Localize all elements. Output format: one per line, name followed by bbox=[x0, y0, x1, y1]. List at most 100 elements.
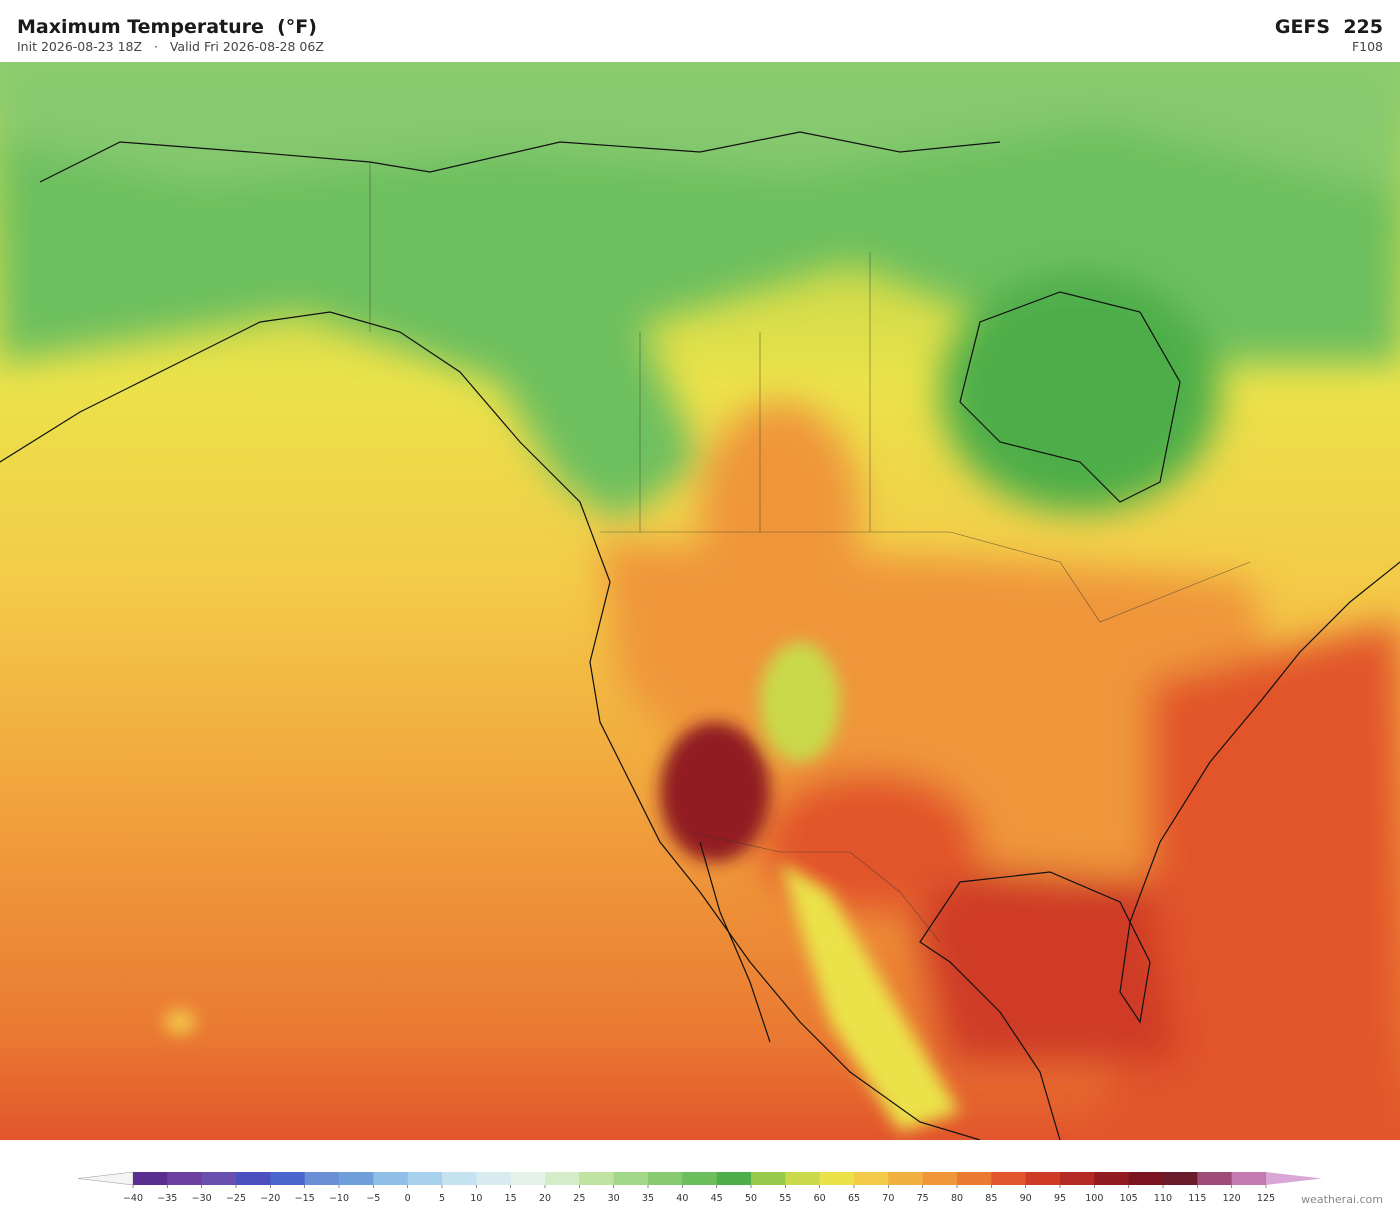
tick-label: −15 bbox=[295, 1193, 315, 1204]
tick-label: 65 bbox=[848, 1193, 860, 1204]
color-bin bbox=[167, 1172, 203, 1185]
borders bbox=[369, 162, 1251, 943]
tick-label: 30 bbox=[608, 1193, 620, 1204]
color-bin bbox=[339, 1172, 374, 1185]
gulf-warm bbox=[900, 862, 1180, 1062]
color-bin bbox=[751, 1172, 786, 1185]
color-bin bbox=[957, 1172, 992, 1185]
tick-label: 20 bbox=[539, 1193, 551, 1204]
color-bin bbox=[270, 1172, 306, 1185]
us-mexico-border bbox=[689, 831, 941, 943]
atlantic-coast bbox=[919, 561, 1400, 1140]
color-bin bbox=[1094, 1172, 1130, 1185]
color-bin bbox=[373, 1172, 409, 1185]
tick-label: −5 bbox=[366, 1193, 380, 1204]
under-triangle bbox=[77, 1171, 134, 1186]
mexico-plateau bbox=[780, 862, 960, 1132]
tick-label: 15 bbox=[505, 1193, 517, 1204]
color-bin bbox=[545, 1172, 580, 1185]
color-bin bbox=[201, 1172, 237, 1185]
tick-label: 55 bbox=[779, 1193, 791, 1204]
color-bin bbox=[510, 1172, 546, 1185]
rockies-cool bbox=[760, 642, 840, 762]
tick-label: 125 bbox=[1257, 1193, 1275, 1204]
tick-label: 100 bbox=[1085, 1193, 1103, 1204]
tick-label: 10 bbox=[470, 1193, 482, 1204]
bc-cool bbox=[500, 322, 700, 522]
tick-label: 75 bbox=[917, 1193, 929, 1204]
color-bin bbox=[785, 1172, 821, 1185]
credit: weatherai.com bbox=[1301, 1193, 1383, 1206]
coastlines bbox=[0, 131, 1400, 1140]
texas-warm bbox=[760, 772, 980, 912]
tick-label: −10 bbox=[329, 1193, 349, 1204]
color-bin bbox=[613, 1172, 649, 1185]
color-bin bbox=[682, 1172, 718, 1185]
tick-label: −20 bbox=[260, 1193, 280, 1204]
color-bin bbox=[442, 1172, 477, 1185]
tick-label: 115 bbox=[1188, 1193, 1206, 1204]
color-bin bbox=[648, 1172, 683, 1185]
color-bin bbox=[1163, 1172, 1198, 1185]
color-bin bbox=[888, 1172, 924, 1185]
tick-label: −35 bbox=[157, 1193, 177, 1204]
tick-label: 25 bbox=[573, 1193, 585, 1204]
tick-label: −40 bbox=[123, 1193, 143, 1204]
province-lines bbox=[369, 162, 871, 532]
color-bin bbox=[1060, 1172, 1095, 1185]
color-bin bbox=[1128, 1172, 1164, 1185]
forecast-hour: F108 bbox=[1351, 39, 1383, 54]
color-bin bbox=[407, 1172, 443, 1185]
color-bin bbox=[716, 1172, 752, 1185]
map-subtitle: Init 2026-08-23 18Z · Valid Fri 2026-08-… bbox=[17, 39, 324, 54]
arctic-band bbox=[0, 62, 1400, 192]
color-bin bbox=[1197, 1172, 1233, 1185]
tick-label: 110 bbox=[1154, 1193, 1172, 1204]
baja bbox=[699, 841, 771, 1043]
color-bin bbox=[1025, 1172, 1061, 1185]
pacific-coast bbox=[0, 311, 981, 1140]
desert-hot bbox=[660, 722, 770, 862]
southwest-field bbox=[165, 642, 960, 1132]
hudson-bay bbox=[959, 291, 1181, 503]
tick-label: 45 bbox=[711, 1193, 723, 1204]
colorbar: −40 −35 −30 −25 −20 −15 −10 −5 0 5 10 15 20 25 30 35 40 4… bbox=[77, 1171, 1322, 1204]
tick-label: 120 bbox=[1223, 1193, 1241, 1204]
arctic-coast bbox=[39, 131, 1001, 183]
atlantic-warm bbox=[1100, 622, 1400, 1140]
color-bin bbox=[579, 1172, 615, 1185]
tick-label: 0 bbox=[405, 1193, 411, 1204]
over-triangle bbox=[1266, 1172, 1322, 1185]
us-canada-border bbox=[600, 531, 1251, 623]
color-bin bbox=[1231, 1172, 1267, 1185]
hawaii bbox=[165, 1010, 195, 1034]
color-bin bbox=[304, 1172, 340, 1185]
model-name: GEFS 225 bbox=[1274, 16, 1383, 38]
color-bin bbox=[854, 1172, 889, 1185]
tick-label: 40 bbox=[676, 1193, 688, 1204]
hudson-cool bbox=[940, 272, 1220, 512]
color-bin bbox=[819, 1172, 855, 1185]
tick-label: 95 bbox=[1054, 1193, 1066, 1204]
tick-label: 70 bbox=[882, 1193, 894, 1204]
tick-label: 5 bbox=[439, 1193, 445, 1204]
tick-label: 80 bbox=[951, 1193, 963, 1204]
tick-label: −30 bbox=[192, 1193, 212, 1204]
temperature-field bbox=[0, 62, 1400, 1140]
color-bin bbox=[133, 1172, 168, 1185]
conus-field bbox=[600, 542, 1280, 882]
tick-label: 85 bbox=[985, 1193, 997, 1204]
tick-label: 60 bbox=[814, 1193, 826, 1204]
tick-label: −25 bbox=[226, 1193, 246, 1204]
temperature-map bbox=[0, 62, 1400, 1140]
color-bin bbox=[476, 1172, 512, 1185]
color-bin bbox=[236, 1172, 271, 1185]
color-bin bbox=[991, 1172, 1027, 1185]
map-title: Maximum Temperature (°F) bbox=[17, 16, 317, 38]
tick-label: 35 bbox=[642, 1193, 654, 1204]
tick-label: 90 bbox=[1020, 1193, 1032, 1204]
tick-label: 105 bbox=[1120, 1193, 1138, 1204]
color-bin bbox=[922, 1172, 958, 1185]
tick-label: 50 bbox=[745, 1193, 757, 1204]
